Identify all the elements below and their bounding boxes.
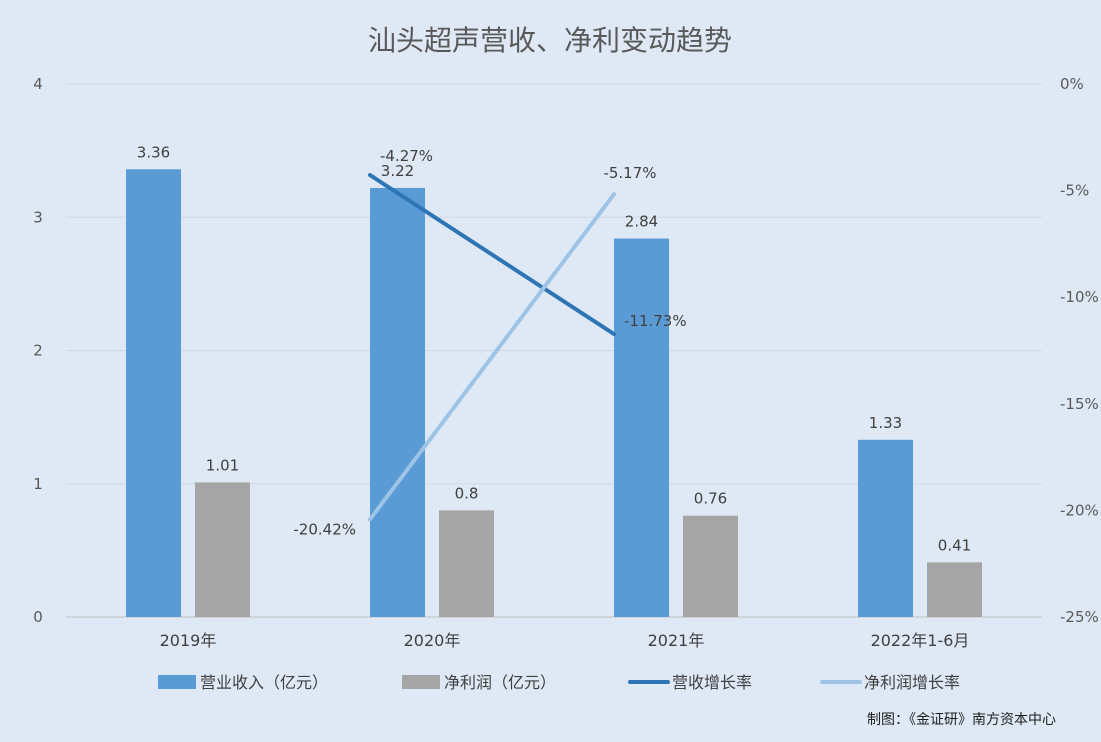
bar-value-label: 1.01 bbox=[206, 456, 239, 474]
bar bbox=[683, 515, 738, 617]
bars bbox=[126, 169, 982, 617]
left-axis: 0 1 2 3 4 bbox=[33, 75, 43, 626]
bar-value-label: 0.41 bbox=[938, 536, 971, 554]
growth-rate-label: -20.42% bbox=[293, 520, 356, 538]
bar bbox=[858, 439, 913, 617]
growth-rate-label: -11.73% bbox=[624, 312, 687, 330]
category-label: 2021年 bbox=[648, 631, 705, 650]
legend-label: 营业收入（亿元） bbox=[200, 673, 328, 692]
right-axis-tick: 0% bbox=[1060, 75, 1084, 93]
bar bbox=[439, 510, 494, 617]
right-axis-tick: -10% bbox=[1060, 288, 1099, 306]
legend-swatch bbox=[402, 675, 440, 689]
growth-line bbox=[368, 192, 616, 522]
credit-text: 制图：《金证研》南方资本中心 bbox=[867, 712, 1056, 728]
data-labels: 3.36 3.22 2.84 1.33 1.01 0.8 0.76 0.41 -4.27% -11… bbox=[137, 143, 971, 554]
left-axis-tick: 1 bbox=[33, 475, 43, 493]
bar-value-label: 2.84 bbox=[625, 213, 658, 231]
bar-value-label: 3.22 bbox=[381, 162, 414, 180]
legend-label: 营收增长率 bbox=[672, 673, 752, 692]
left-axis-tick: 4 bbox=[33, 75, 43, 93]
legend-label: 净利润（亿元） bbox=[444, 673, 556, 692]
chart-title: 汕头超声营收、净利变动趋势 bbox=[368, 24, 732, 57]
right-axis-tick: -15% bbox=[1060, 395, 1099, 413]
left-axis-tick: 3 bbox=[33, 208, 43, 226]
category-label: 2020年 bbox=[404, 631, 461, 650]
left-axis-tick: 2 bbox=[33, 342, 43, 360]
growth-lines bbox=[368, 173, 616, 522]
right-axis-tick: -20% bbox=[1060, 501, 1099, 519]
left-axis-tick: 0 bbox=[33, 608, 43, 626]
x-axis-categories: 2019年 2020年 2021年 2022年1-6月 bbox=[160, 631, 970, 650]
right-axis-tick: -5% bbox=[1060, 182, 1089, 200]
bar bbox=[195, 482, 250, 617]
bar bbox=[370, 187, 425, 617]
legend-label: 净利润增长率 bbox=[864, 673, 960, 692]
growth-rate-label: -4.27% bbox=[380, 147, 433, 165]
category-label: 2019年 bbox=[160, 631, 217, 650]
category-label: 2022年1-6月 bbox=[871, 631, 970, 650]
bar-value-label: 1.33 bbox=[869, 414, 902, 432]
bar bbox=[126, 169, 181, 617]
right-axis: 0% -5% -10% -15% -20% -25% bbox=[1060, 75, 1099, 626]
bar bbox=[614, 238, 669, 617]
right-axis-tick: -25% bbox=[1060, 608, 1099, 626]
growth-line bbox=[368, 173, 616, 337]
legend: 营业收入（亿元） 净利润（亿元） 营收增长率 净利润增长率 bbox=[158, 673, 960, 692]
bar-value-label: 0.76 bbox=[694, 490, 727, 508]
bar bbox=[927, 562, 982, 617]
legend-swatch bbox=[158, 675, 196, 689]
bar-value-label: 0.8 bbox=[455, 484, 479, 502]
growth-rate-label: -5.17% bbox=[603, 164, 656, 182]
bar-value-label: 3.36 bbox=[137, 143, 170, 161]
